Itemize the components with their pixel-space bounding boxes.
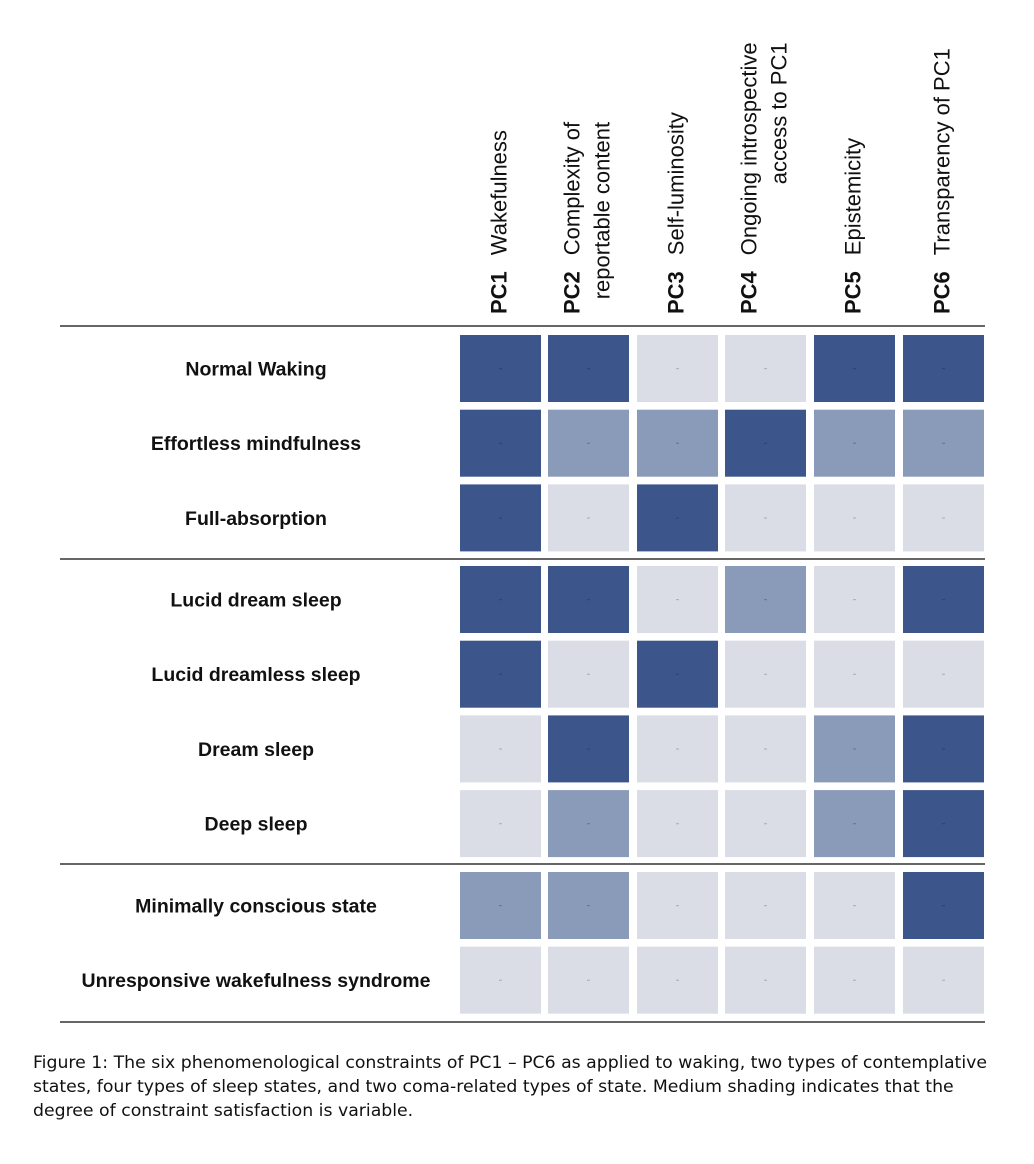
cell-marker: [942, 979, 945, 981]
cell-marker: [764, 823, 767, 825]
cell-marker: [587, 599, 590, 601]
cell-marker: [587, 517, 590, 519]
column-header-line: Ongoing introspective: [737, 42, 762, 255]
column-header: PC2 Complexity of reportable content: [560, 121, 615, 314]
cell-marker: [853, 905, 856, 907]
cell-marker: [853, 442, 856, 444]
cell-marker: [676, 823, 679, 825]
row-label: Unresponsive wakefulness syndrome: [82, 970, 431, 992]
figure-caption: Figure 1: The six phenomenological const…: [33, 1053, 987, 1121]
column-header: PC4 Ongoing introspective access to PC1: [737, 42, 792, 314]
cell-marker: [942, 599, 945, 601]
cell-marker: [764, 673, 767, 675]
cell-marker: [764, 748, 767, 750]
column-header-line: Self-luminosity: [664, 112, 689, 255]
column-header: PC3 Self-luminosity: [664, 112, 689, 314]
cell-marker: [853, 517, 856, 519]
cell-marker: [676, 517, 679, 519]
constraint-heatmap: Normal Waking Effortless mindfulness Full-…: [60, 42, 985, 1023]
cell-marker: [942, 517, 945, 519]
column-header-line: Transparency of PC1: [930, 48, 955, 255]
column-header-line-continued: access to PC1: [767, 42, 792, 184]
column-code: PC6: [930, 271, 955, 314]
column-code: PC4: [737, 270, 762, 314]
cell-marker: [676, 979, 679, 981]
row-label: Full-absorption: [185, 508, 327, 530]
column-header-line: Wakefulness: [487, 130, 512, 255]
cell-marker: [764, 905, 767, 907]
row-label: Dream sleep: [198, 739, 314, 761]
cell-marker: [942, 905, 945, 907]
row-label: Lucid dreamless sleep: [151, 664, 360, 686]
cell-marker: [587, 673, 590, 675]
column-header-line: Epistemicity: [841, 138, 866, 255]
column-code: PC5: [841, 271, 866, 314]
cell-marker: [853, 979, 856, 981]
cell-marker: [499, 673, 502, 675]
cell-marker: [942, 442, 945, 444]
cell-marker: [676, 748, 679, 750]
column-header-line-continued: reportable content: [590, 122, 615, 299]
cell-marker: [587, 368, 590, 370]
row-label: Lucid dream sleep: [170, 590, 341, 612]
cell-marker: [499, 442, 502, 444]
column-header: PC6 Transparency of PC1: [930, 48, 955, 314]
cell-marker: [853, 673, 856, 675]
cell-marker: [499, 823, 502, 825]
column-header-line: Complexity of: [560, 121, 585, 255]
column-code: PC3: [664, 271, 689, 314]
cell-marker: [587, 748, 590, 750]
cell-marker: [676, 442, 679, 444]
cell-marker: [942, 748, 945, 750]
cell-marker: [499, 748, 502, 750]
cell-marker: [764, 979, 767, 981]
cell-marker: [676, 673, 679, 675]
cell-marker: [587, 823, 590, 825]
cell-marker: [942, 673, 945, 675]
cell-marker: [587, 905, 590, 907]
cell-marker: [587, 442, 590, 444]
column-header: PC5 Epistemicity: [841, 138, 866, 314]
cell-marker: [853, 823, 856, 825]
row-label: Effortless mindfulness: [151, 433, 361, 455]
cell-marker: [942, 368, 945, 370]
row-label: Minimally conscious state: [135, 896, 377, 918]
cell-marker: [676, 905, 679, 907]
cell-marker: [942, 823, 945, 825]
cell-marker: [499, 979, 502, 981]
cell-marker: [499, 368, 502, 370]
cell-marker: [764, 517, 767, 519]
column-header: PC1 Wakefulness: [487, 130, 512, 314]
row-label: Normal Waking: [185, 359, 326, 381]
cell-marker: [764, 599, 767, 601]
cell-marker: [587, 979, 590, 981]
row-label: Deep sleep: [205, 814, 308, 836]
cell-marker: [853, 368, 856, 370]
cell-marker: [499, 517, 502, 519]
cell-marker: [499, 905, 502, 907]
cell-marker: [764, 368, 767, 370]
cell-marker: [676, 599, 679, 601]
cell-marker: [764, 442, 767, 444]
cell-marker: [499, 599, 502, 601]
cell-marker: [676, 368, 679, 370]
column-code: PC2: [560, 271, 585, 314]
cell-marker: [853, 599, 856, 601]
column-code: PC1: [487, 271, 512, 314]
cell-marker: [853, 748, 856, 750]
